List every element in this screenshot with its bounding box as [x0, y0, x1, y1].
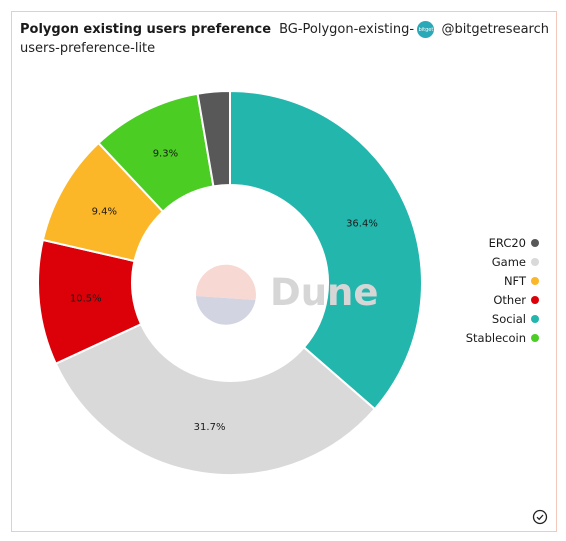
- donut-chart: Dune 36.4% 31.7% 10.5% 9.4% 9.3%: [37, 89, 423, 476]
- legend-swatch: [531, 238, 539, 247]
- legend-item-nft[interactable]: NFT: [466, 271, 539, 290]
- legend-swatch: [531, 276, 539, 285]
- legend-label: Game: [491, 254, 526, 269]
- author-name: @bitgetresearch: [441, 22, 549, 37]
- data-label-nft: 9.4%: [92, 206, 117, 217]
- legend-label: Other: [493, 292, 526, 307]
- chart-title: Polygon existing users preference: [20, 22, 272, 37]
- legend-swatch: [531, 295, 539, 304]
- legend-label: Social: [491, 311, 526, 326]
- chart-card: Polygon existing users preference BG-Poly…: [11, 11, 557, 532]
- dune-watermark: Dune: [195, 264, 379, 325]
- legend-swatch: [531, 257, 539, 266]
- donut-slices: [37, 89, 423, 476]
- slice-erc20[interactable]: [196, 89, 231, 188]
- verified-check-icon: [532, 509, 548, 525]
- legend-item-social[interactable]: Social: [466, 309, 539, 328]
- legend-label: ERC20: [488, 235, 526, 250]
- data-label-social: 36.4%: [346, 218, 378, 229]
- legend-item-other[interactable]: Other: [466, 290, 539, 309]
- slice-labels: 36.4% 31.7% 10.5% 9.4% 9.3%: [70, 149, 378, 433]
- slice-social[interactable]: [229, 89, 423, 411]
- bitget-avatar-icon: bitget: [417, 21, 435, 38]
- chart-subtitle: BG-Polygon-existing-users-preference-lit…: [20, 22, 415, 56]
- legend-item-game[interactable]: Game: [466, 252, 539, 271]
- legend-label: Stablecoin: [465, 330, 526, 345]
- data-label-game: 31.7%: [194, 422, 226, 433]
- watermark-logo-bottom: [196, 296, 256, 325]
- legend-item-erc20[interactable]: ERC20: [466, 233, 539, 252]
- data-label-stablecoin: 9.3%: [153, 149, 178, 160]
- author-link[interactable]: bitget @bitgetresearch: [417, 21, 549, 38]
- legend-swatch: [531, 314, 539, 323]
- watermark-logo-top: [195, 264, 256, 300]
- legend-label: NFT: [503, 273, 526, 288]
- chart-legend: ERC20 Game NFT Other Social Stablecoin: [466, 233, 539, 347]
- slice-game[interactable]: [54, 322, 377, 476]
- watermark-text: Dune: [270, 271, 379, 314]
- data-label-other: 10.5%: [70, 294, 102, 305]
- legend-swatch: [531, 333, 539, 342]
- legend-item-stablecoin[interactable]: Stablecoin: [466, 328, 539, 347]
- chart-header: Polygon existing users preference BG-Poly…: [20, 20, 430, 58]
